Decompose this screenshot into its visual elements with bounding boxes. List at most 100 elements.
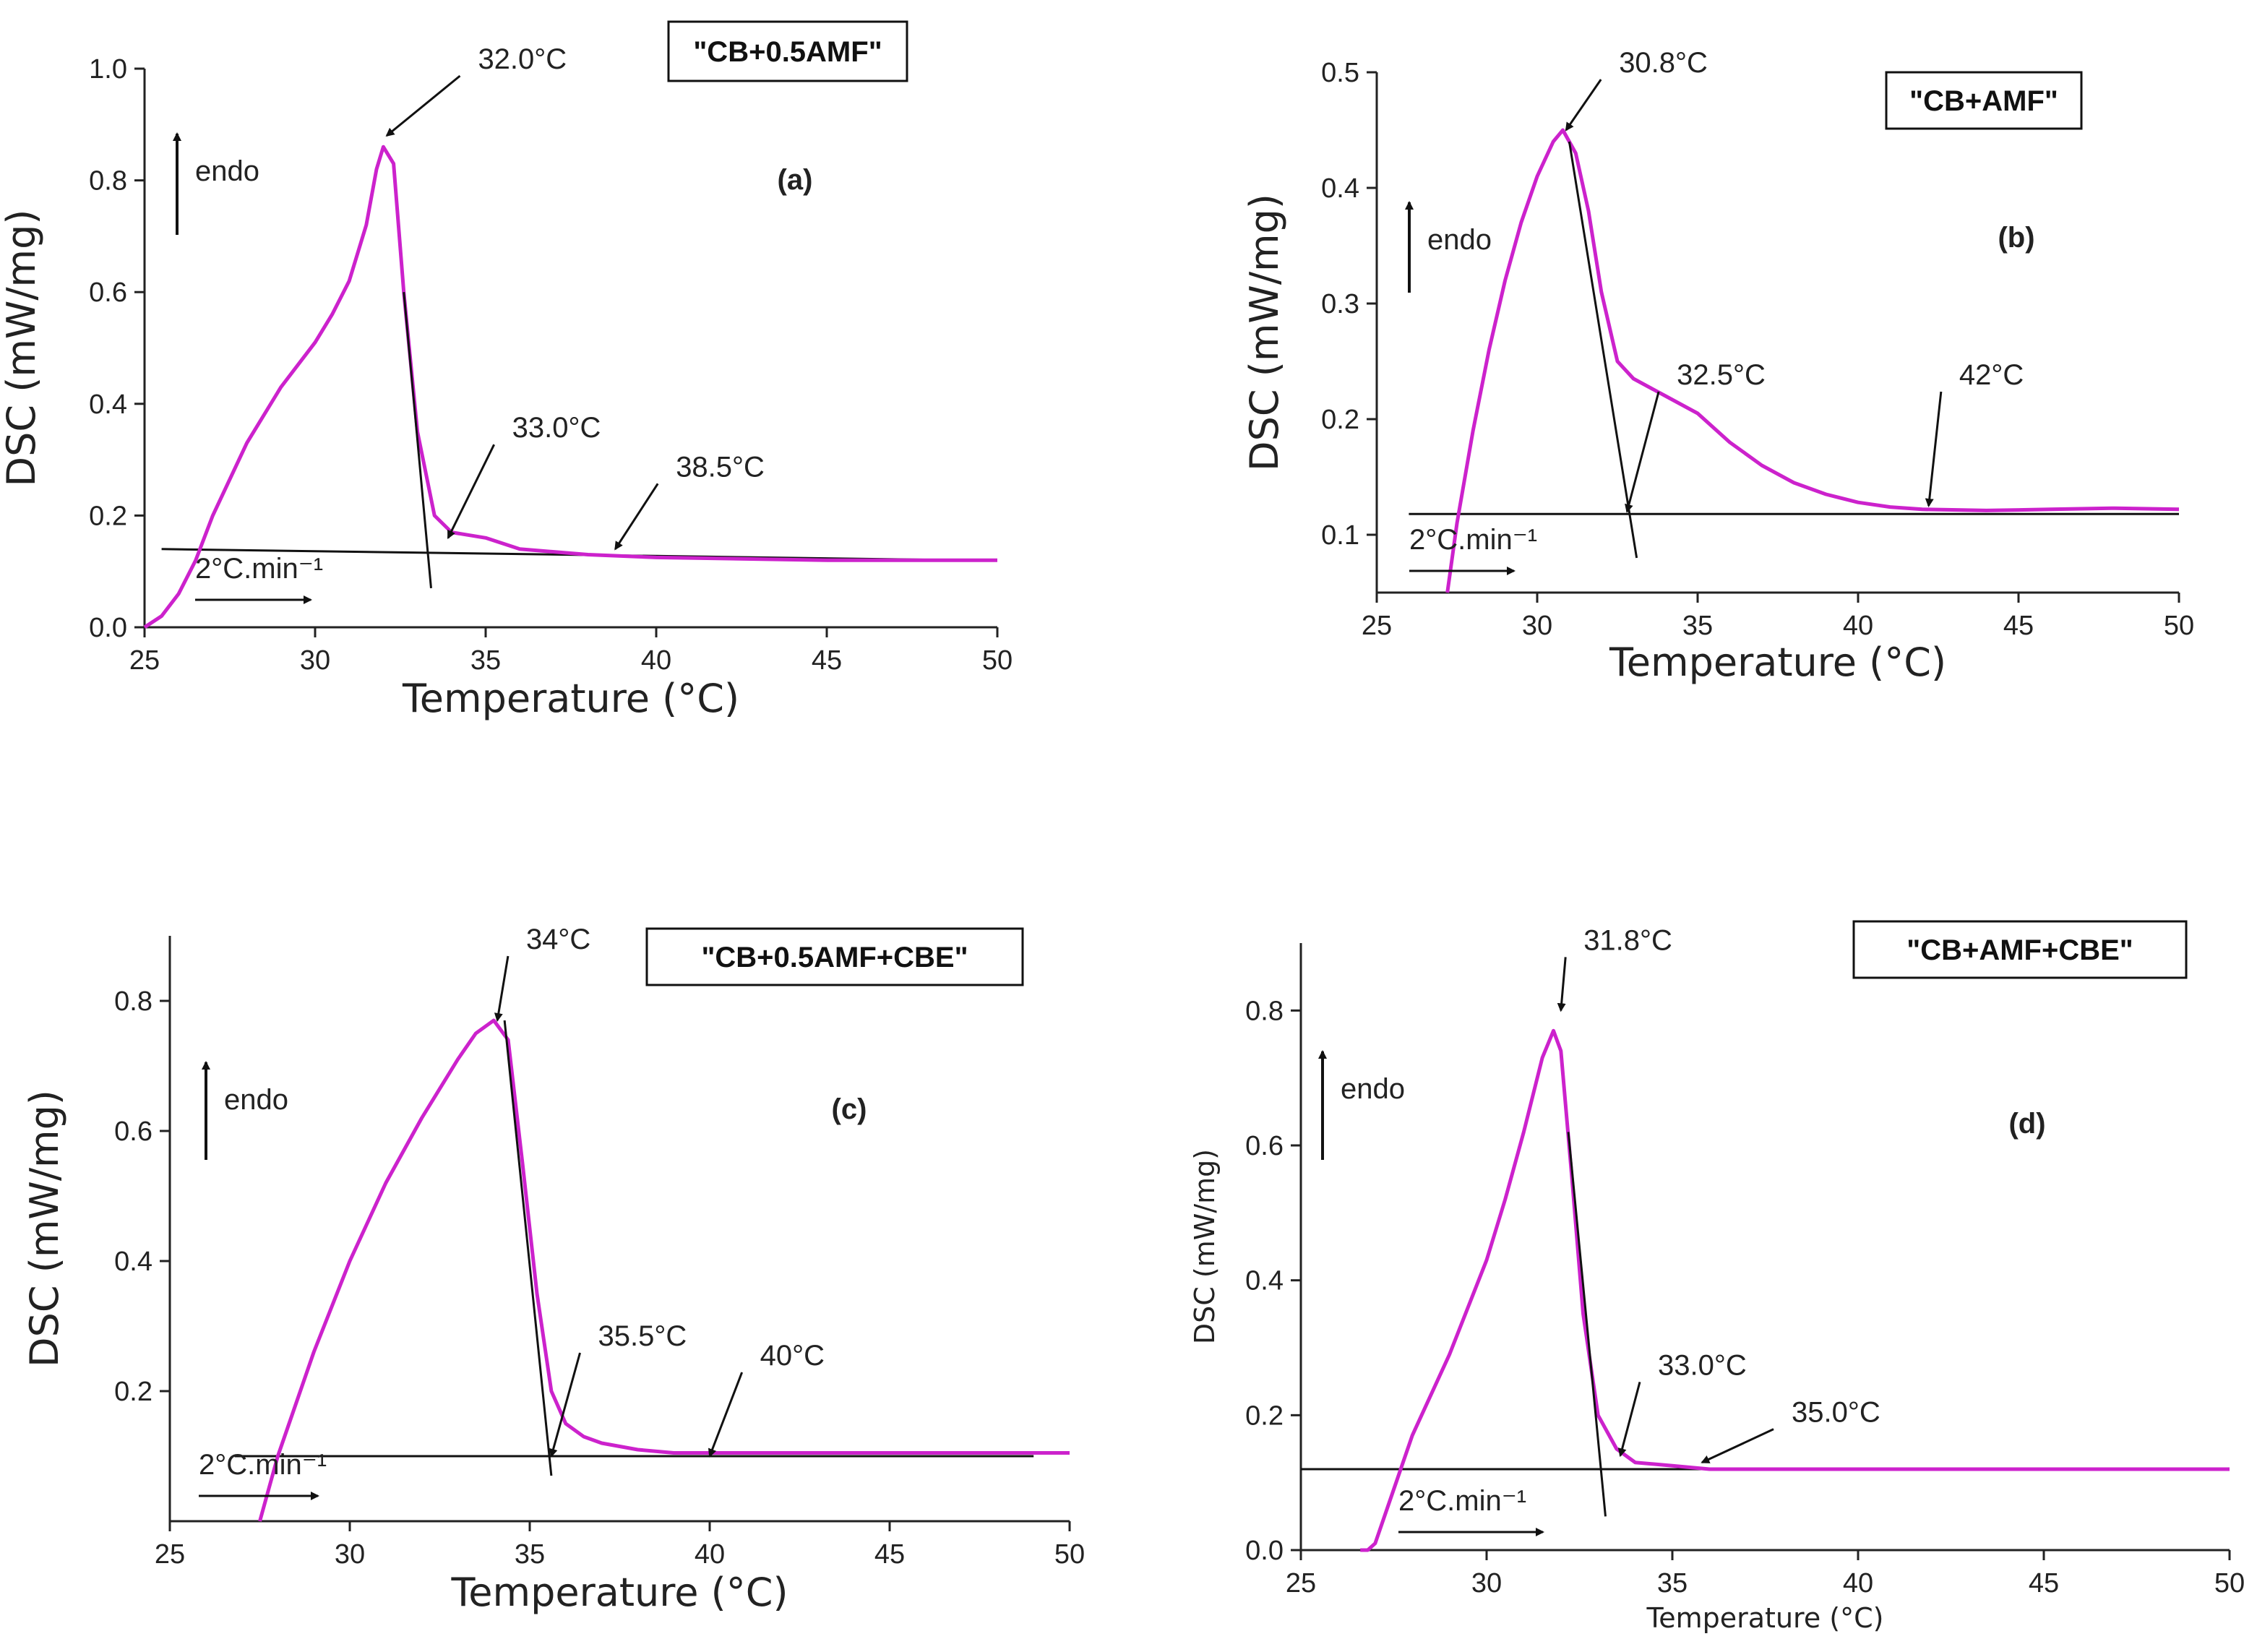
x-tick-label: 50	[1054, 1539, 1085, 1570]
sample-label: "CB+0.5AMF"	[693, 36, 882, 68]
annotation-arrow	[708, 1372, 744, 1458]
annotation-arrow	[1925, 391, 1943, 507]
sample-label-box	[645, 927, 1024, 986]
x-tick-label: 40	[695, 1539, 725, 1570]
x-tick-label: 35	[470, 645, 501, 676]
y-axis-label: DSC (mW/mg)	[0, 210, 44, 487]
rate-label: 2°C.min⁻¹	[1409, 524, 1537, 556]
dsc-curve	[1360, 1028, 2230, 1552]
y-tick-label: 0.5	[1321, 58, 1359, 88]
x-tick-label: 50	[2164, 611, 2194, 641]
panel-label: (c)	[832, 1093, 867, 1125]
endo-label: endo	[1341, 1073, 1405, 1105]
annotation-arrow	[447, 444, 495, 540]
annotation-label: 32.5°C	[1677, 359, 1766, 391]
x-tick-label: 25	[155, 1539, 185, 1570]
x-tick-label: 50	[2214, 1568, 2244, 1599]
x-axis-label: Temperature (°C)	[450, 1570, 788, 1615]
y-tick-label: 0.4	[1321, 173, 1359, 204]
annotation-label: 34°C	[526, 924, 590, 955]
sample-label: "CB+0.5AMF+CBE"	[701, 942, 968, 973]
x-tick-label: 30	[335, 1539, 365, 1570]
rate-label: 2°C.min⁻¹	[1398, 1485, 1526, 1517]
sample-label: "CB+AMF"	[1909, 85, 2058, 117]
x-tick-label: 25	[1362, 611, 1392, 641]
annotation-label: 32.0°C	[478, 43, 567, 75]
y-axis-label: DSC (mW/mg)	[22, 1090, 67, 1367]
annotation-label: 35.5°C	[598, 1320, 687, 1352]
baseline-line	[161, 548, 963, 562]
annotation-arrow	[1565, 79, 1602, 132]
tangent-line	[1567, 1132, 1607, 1517]
endo-label: endo	[1427, 224, 1492, 256]
chart-panel-d: 25 30 35 40 45 50 0.0 0.2 0.4 0.6 0.8 Temperature (…	[1189, 920, 2244, 1634]
y-tick-label: 0.8	[89, 166, 127, 197]
y-tick-label: 0.4	[1245, 1266, 1284, 1296]
y-tick-label: 0.3	[1321, 289, 1359, 319]
x-tick-label: 40	[1843, 611, 1873, 641]
x-tick-label: 50	[982, 645, 1013, 676]
x-axis-label: Temperature (°C)	[402, 676, 739, 721]
y-tick-label: 0.0	[89, 613, 127, 643]
x-tick-label: 45	[874, 1539, 905, 1570]
dsc-curve	[143, 145, 997, 629]
tangent-line	[403, 292, 432, 589]
y-tick-label: 0.8	[1245, 996, 1284, 1026]
x-tick-label: 40	[641, 645, 671, 676]
y-tick-label: 0.8	[114, 986, 152, 1017]
x-tick-label: 30	[300, 645, 330, 676]
y-axis-label: DSC (mW/mg)	[1189, 1149, 1221, 1344]
x-tick-label: 45	[812, 645, 842, 676]
y-tick-label: 0.2	[114, 1377, 152, 1407]
dsc-curve	[258, 1018, 1070, 1522]
chart-panel-c: 25 30 35 40 45 50 0.2 0.4 0.6 0.8 Temperature (°C)…	[22, 924, 1085, 1615]
sample-label: "CB+AMF+CBE"	[1906, 934, 2133, 966]
annotation-arrow	[494, 955, 510, 1022]
panel-label: (d)	[2008, 1108, 2045, 1140]
y-axis-label: DSC (mW/mg)	[1242, 194, 1287, 471]
chart-panel-b: 25 30 35 40 45 50 0.1 0.2 0.3 0.4 0.5 Temperature (…	[1242, 47, 2194, 685]
annotation-arrow	[1625, 391, 1660, 513]
y-tick-label: 0.6	[1245, 1131, 1284, 1161]
x-tick-label: 35	[1682, 611, 1713, 641]
annotation-label: 33.0°C	[1658, 1349, 1747, 1381]
annotation-arrow	[614, 483, 659, 551]
sample-label-box	[667, 20, 908, 82]
y-tick-label: 0.1	[1321, 520, 1359, 551]
rate-label: 2°C.min⁻¹	[199, 1449, 327, 1481]
annotation-label: 30.8°C	[1619, 47, 1708, 79]
x-tick-label: 45	[2003, 611, 2034, 641]
x-tick-label: 35	[515, 1539, 545, 1570]
sample-label-box	[1885, 71, 2083, 130]
y-tick-label: 0.2	[89, 501, 127, 531]
x-tick-label: 25	[129, 645, 160, 676]
annotation-arrow	[1617, 1381, 1641, 1458]
endo-label: endo	[224, 1084, 288, 1116]
panel-label: (b)	[1998, 222, 2034, 254]
x-tick-label: 30	[1522, 611, 1552, 641]
annotation-label: 33.0°C	[512, 412, 601, 444]
annotation-label: 35.0°C	[1792, 1397, 1880, 1429]
y-tick-label: 0.6	[114, 1117, 152, 1147]
annotation-arrow	[549, 1352, 581, 1458]
x-axis-label: Temperature (°C)	[1609, 640, 1946, 685]
tangent-line	[1568, 141, 1638, 559]
x-tick-label: 25	[1286, 1568, 1316, 1599]
annotation-label: 40°C	[760, 1340, 825, 1372]
annotation-label: 31.8°C	[1583, 924, 1672, 956]
y-tick-label: 0.2	[1245, 1401, 1284, 1431]
tangent-line	[503, 1020, 553, 1476]
x-tick-label: 45	[2029, 1568, 2059, 1599]
y-tick-label: 0.4	[114, 1247, 152, 1277]
x-tick-label: 30	[1471, 1568, 1502, 1599]
annotation-arrow	[1701, 1428, 1774, 1464]
panel-label: (a)	[778, 164, 813, 196]
annotation-arrow	[1557, 957, 1567, 1012]
y-tick-label: 0.2	[1321, 405, 1359, 435]
y-tick-label: 0.6	[89, 278, 127, 308]
y-tick-label: 0.4	[89, 390, 127, 420]
y-tick-label: 1.0	[89, 54, 127, 85]
annotation-label: 42°C	[1959, 359, 2024, 391]
x-tick-label: 40	[1843, 1568, 1873, 1599]
